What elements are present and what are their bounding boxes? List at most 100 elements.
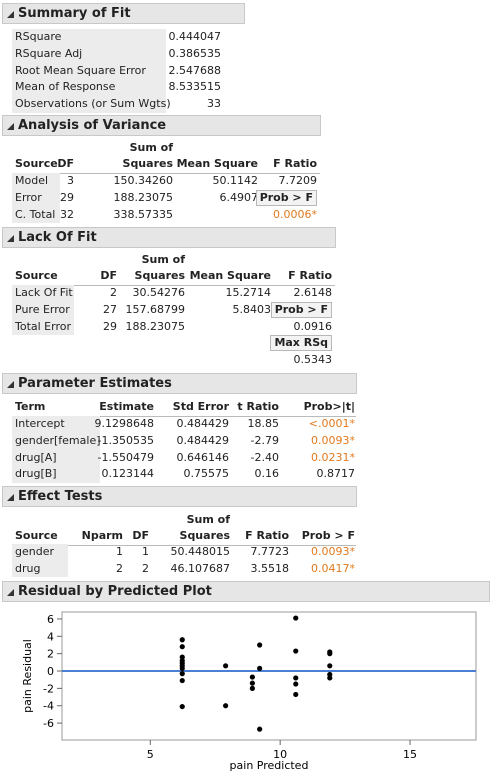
section-title: Residual by Predicted Plot [18, 584, 212, 599]
section-header[interactable]: Parameter Estimates [2, 373, 357, 394]
table-value: 157.68799 [125, 302, 186, 316]
disclosure-icon[interactable] [7, 123, 14, 130]
disclosure-icon[interactable] [7, 11, 14, 18]
disclosure-icon[interactable] [7, 494, 14, 501]
point [179, 665, 185, 672]
table-value: 150.34260 [113, 174, 174, 187]
section-header[interactable]: Analysis of Variance [2, 115, 321, 136]
stat-value: 33 [207, 97, 221, 111]
stat-value: 0.444047 [168, 30, 222, 43]
point [327, 675, 333, 681]
table-value: -2.40 [250, 450, 279, 464]
section-header[interactable]: Residual by Predicted Plot [2, 581, 490, 602]
y-tick-label: -4 [43, 700, 54, 713]
label-bg [12, 560, 68, 578]
table-value: 0.123144 [101, 467, 155, 481]
table-value: 188.23075 [113, 190, 174, 204]
label-bg [12, 95, 166, 113]
section-title: Effect Tests [18, 489, 103, 504]
table-value: 3 [67, 174, 74, 187]
section-header[interactable]: Effect Tests [2, 486, 357, 507]
y-tick-label: 4 [47, 630, 54, 643]
point [179, 671, 185, 677]
y-tick-label: -2 [43, 682, 54, 695]
column-header: Std Error [172, 400, 229, 413]
column-header: Mean Square [176, 157, 258, 170]
point [327, 663, 333, 669]
table-value: 0.0006* [273, 207, 317, 221]
table-value: 7.7723 [250, 545, 290, 558]
label-bg [12, 28, 166, 46]
column-header: Mean Square [189, 269, 271, 282]
column-header: Prob>|t| [303, 400, 355, 413]
table-value: 1 [116, 545, 123, 558]
table-value: 0.646146 [176, 450, 230, 464]
table-value: 50.448015 [170, 545, 231, 558]
stat-label: Mean of Response [15, 80, 116, 94]
y-tick-label: -6 [43, 717, 54, 730]
table-value: 338.57335 [113, 207, 174, 221]
table-value: -2.79 [250, 433, 279, 447]
table-value: 9.1298648 [94, 417, 155, 430]
label-bg [12, 206, 60, 224]
stat-label: RSquare Adj [15, 46, 83, 60]
table-value: 0.16 [254, 467, 280, 481]
table-value: 30.54276 [132, 286, 186, 299]
row-label: Intercept [15, 417, 65, 430]
section-header[interactable]: Lack Of Fit [2, 227, 336, 248]
point [293, 681, 299, 687]
column-header: Nparm [81, 529, 123, 542]
table-value: 0.0417* [311, 561, 355, 575]
label-bg [12, 543, 68, 561]
row-label: gender [15, 545, 54, 558]
plot-frame [61, 611, 477, 741]
table-value: 2 [116, 561, 123, 575]
table-value: -1.350535 [97, 433, 154, 447]
column-header: DF [132, 529, 149, 542]
table-value: 0.75575 [183, 467, 230, 481]
section-header[interactable]: Summary of Fit [2, 3, 245, 24]
disclosure-icon[interactable] [7, 381, 14, 388]
table-value: 18.85 [247, 417, 280, 430]
column-header: Term [15, 400, 46, 413]
table-value: 2.6148 [293, 286, 333, 299]
x-tick-label: 10 [273, 748, 287, 761]
table-value: 188.23075 [125, 319, 186, 333]
label-box: Prob > F [255, 189, 317, 206]
point [179, 637, 185, 643]
point [293, 615, 299, 621]
header-rule [12, 416, 356, 417]
y-tick-label: 2 [47, 648, 54, 661]
label-bg [12, 172, 60, 190]
row-label: Error [15, 190, 42, 204]
row-label: drug [15, 561, 41, 575]
label-box: Max RSq [270, 335, 332, 352]
disclosure-icon[interactable] [7, 589, 14, 596]
label-bg [12, 449, 100, 467]
point [179, 644, 185, 650]
y-axis-label: pain Residual [21, 639, 34, 713]
section-title: Parameter Estimates [18, 376, 172, 391]
column-header: Source [15, 269, 58, 282]
label-bg [12, 465, 100, 483]
table-value: 2 [142, 561, 149, 575]
column-header: Source [15, 529, 58, 542]
table-value: -1.550479 [97, 450, 154, 464]
table-value: 5.8403 [232, 302, 272, 316]
y-tick-label: 6 [47, 613, 54, 626]
point [249, 674, 255, 680]
point [293, 691, 299, 698]
column-header: F Ratio [273, 157, 317, 170]
x-tick-label: 5 [147, 748, 154, 761]
table-value: 0.8717 [316, 467, 356, 481]
section-title: Analysis of Variance [18, 118, 167, 133]
table-value: 15.2714 [225, 286, 272, 299]
stat-value: 0.386535 [168, 46, 222, 60]
column-header: Prob > F [301, 529, 355, 542]
table-value: 46.107687 [170, 561, 231, 575]
table-value: 1 [142, 545, 149, 558]
disclosure-icon[interactable] [7, 235, 14, 242]
stat-value: 8.533515 [168, 80, 222, 94]
table-value: 0.484429 [176, 433, 230, 447]
